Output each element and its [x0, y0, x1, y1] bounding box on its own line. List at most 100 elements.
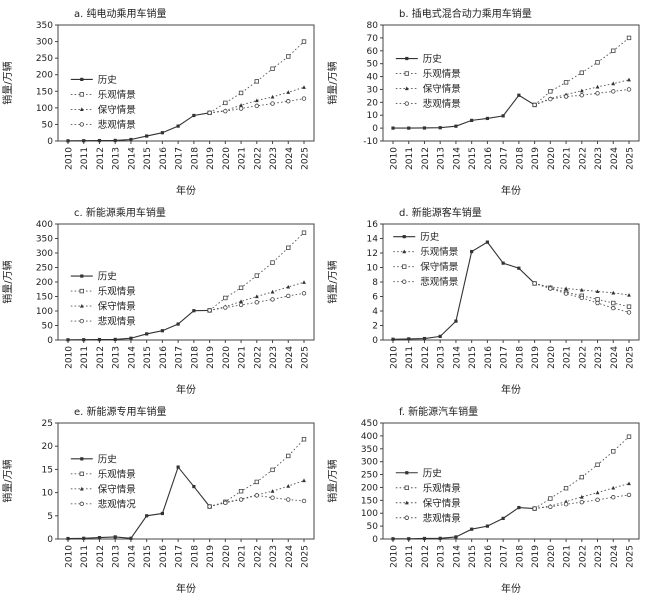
marker-open-square [238, 489, 244, 494]
y-tick-label: 250 [36, 264, 53, 274]
x-tick-label: 2016 [484, 147, 494, 170]
y-tick-label: 350 [36, 235, 53, 245]
series-历史 [66, 465, 212, 541]
marker-filled-square [470, 118, 474, 122]
marker-filled-triangle [239, 299, 243, 304]
marker-open-square [548, 89, 553, 94]
marker-filled-triangle [404, 500, 409, 505]
x-tick-label: 2011 [405, 147, 415, 170]
marker-filled-square [160, 131, 164, 135]
x-tick-label: 2017 [500, 147, 510, 170]
legend-label: 悲观情景 [420, 276, 458, 288]
legend-label: 历史 [98, 453, 118, 465]
series-乐观情景 [532, 434, 632, 511]
marker-open-square [626, 434, 632, 439]
marker-open-square [301, 230, 307, 235]
marker-filled-square [145, 332, 149, 336]
marker-filled-triangle [79, 107, 84, 111]
y-tick-label: 200 [36, 71, 53, 81]
chart-panel-f: 0 50 100 150 200 250 300 350 400 450 2010 2011 2012 2… [325, 398, 650, 597]
x-tick-label: 2021 [563, 545, 573, 568]
chart-title: a. 纯电动乘用车销量 [74, 7, 167, 20]
x-axis: 2010 2011 2012 2013 2014 2015 2016 2017 2018 2019… [65, 340, 311, 369]
y-axis-title: 销量/万辆 [1, 459, 14, 502]
chart-panel-a: 0 50 100 150 200 250 300 350 2010 2011 2012 2013 201… [0, 0, 325, 199]
x-tick-label: 2020 [547, 545, 557, 568]
marker-filled-triangle [627, 481, 631, 486]
marker-filled-square [501, 261, 505, 265]
y-axis: 0 50 100 150 200 250 300 350 400 450 [361, 419, 383, 545]
y-tick-label: 10 [367, 111, 379, 121]
marker-filled-square [97, 536, 102, 540]
marker-open-circle [579, 295, 584, 301]
y-tick-label: 400 [36, 220, 53, 230]
x-tick-label: 2015 [468, 545, 478, 568]
marker-open-square [79, 92, 84, 97]
marker-open-square [79, 288, 84, 294]
marker-open-circle [595, 497, 600, 503]
y-tick-label: 150 [36, 293, 53, 303]
marker-filled-square [66, 338, 70, 342]
y-axis-title: 销量/万辆 [1, 260, 14, 303]
plot-border [57, 223, 315, 341]
marker-filled-square [501, 114, 505, 118]
x-tick-label: 2020 [222, 545, 232, 568]
legend-label: 历史 [98, 74, 118, 86]
x-axis: 2010 2011 2012 2013 2014 2015 2016 2017 2018 2019… [390, 539, 636, 568]
marker-filled-triangle [611, 290, 616, 295]
y-tick-label: -10 [363, 137, 378, 147]
legend-label: 悲观情景 [423, 512, 461, 524]
marker-filled-square [129, 536, 133, 540]
y-tick-label: 0 [372, 124, 378, 134]
marker-filled-triangle [254, 294, 259, 299]
marker-filled-square [391, 537, 395, 541]
marker-filled-square [192, 484, 196, 489]
marker-filled-triangle [579, 88, 584, 93]
marker-open-circle [301, 291, 307, 296]
x-tick-label: 2022 [253, 346, 263, 369]
marker-filled-triangle [579, 287, 584, 292]
marker-filled-triangle [564, 286, 568, 291]
x-tick-label: 2020 [547, 346, 557, 369]
y-tick-label: 6 [372, 293, 378, 303]
marker-open-circle [548, 96, 553, 102]
x-tick-label: 2016 [484, 545, 494, 568]
x-tick-label: 2011 [405, 545, 415, 568]
x-tick-label: 2018 [190, 545, 200, 568]
legend-label: 乐观情景 [98, 286, 136, 298]
marker-filled-square [176, 124, 180, 128]
marker-filled-square [97, 138, 102, 143]
marker-filled-square [66, 139, 70, 143]
series-保守情景 [532, 281, 632, 309]
marker-open-circle [238, 497, 244, 502]
marker-open-circle [254, 103, 259, 109]
marker-open-circle [532, 281, 537, 286]
x-tick-label: 2020 [547, 147, 557, 170]
marker-open-circle [79, 122, 84, 127]
marker-filled-square [160, 329, 164, 333]
marker-open-circle [254, 300, 259, 305]
x-tick-label: 2015 [468, 346, 478, 369]
y-tick-label: 10 [367, 264, 379, 274]
x-tick-label: 2023 [269, 545, 279, 568]
series-历史 [391, 505, 537, 541]
marker-open-square [286, 245, 291, 250]
y-tick-label: 50 [367, 60, 379, 70]
marker-open-square [254, 479, 259, 485]
marker-open-circle [207, 504, 212, 509]
chart-panel-b: -10 0 10 20 30 40 50 60 70 80 2010 2011 2012 2013 2014… [325, 0, 650, 199]
marker-open-circle [563, 94, 569, 99]
x-tick-label: 2019 [531, 147, 541, 170]
series-悲观情景 [532, 87, 632, 108]
x-tick-label: 2012 [96, 147, 106, 170]
marker-filled-square [470, 527, 474, 531]
x-axis-title: 年份 [176, 383, 196, 396]
marker-filled-square [405, 56, 409, 61]
marker-filled-square [160, 511, 164, 516]
marker-filled-square [422, 336, 427, 341]
x-axis-title: 年份 [176, 184, 196, 197]
